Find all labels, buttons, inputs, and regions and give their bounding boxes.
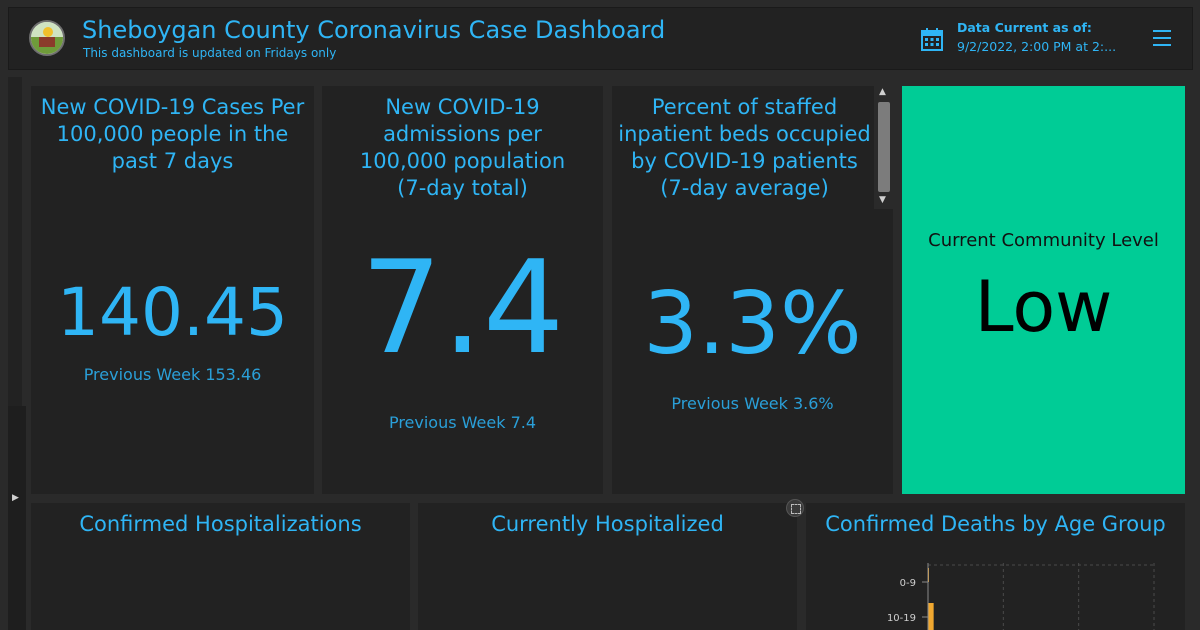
panel-title: Currently Hospitalized [491,512,724,536]
community-level-label: Current Community Level [928,230,1159,251]
data-current-label: Data Current as of: [957,20,1092,35]
deaths-by-age-chart: 0-9 10-19 [887,563,1155,630]
chart-category-label: 10-19 [887,613,916,624]
hamburger-menu-icon[interactable] [1153,30,1171,46]
cases-per-100k-card: New COVID-19 Cases Per 100,000 people in… [31,86,314,494]
chart-bar[interactable] [928,603,934,630]
inpatient-beds-card: Percent of staffed inpatient beds occupi… [612,86,893,494]
card-title: Percent of staffed inpatient beds occupi… [618,95,871,200]
card-previous-week: Previous Week 7.4 [388,413,537,432]
card-value: 7.4 [360,234,565,383]
card-previous-week: Previous Week 153.46 [83,365,262,384]
panel-title: Confirmed Deaths by Age Group [825,512,1166,536]
panel-title: Confirmed Hospitalizations [79,512,362,536]
currently-hospitalized-panel: Currently Hospitalized [418,503,797,630]
card-title: New COVID-19 admissions per 100,000 popu… [359,95,566,200]
scroll-up-arrow-icon[interactable]: ▲ [879,87,886,97]
community-level-value: Low [974,266,1113,348]
county-logo [29,20,65,56]
data-current-value: 9/2/2022, 2:00 PM at 2:... [957,39,1117,54]
fullscreen-icon[interactable] [786,499,804,517]
dashboard-title: Sheboygan County Coronavirus Case Dashbo… [82,16,666,44]
chart-category-label: 0-9 [900,578,916,589]
card-value: 140.45 [57,274,288,351]
dashboard-subtitle: This dashboard is updated on Fridays onl… [83,46,337,60]
deaths-by-age-panel: Confirmed Deaths by Age Group [806,503,1185,630]
card-title: New COVID-19 Cases Per 100,000 people in… [40,95,305,173]
confirmed-hospitalizations-panel: Confirmed Hospitalizations [31,503,410,630]
community-level-card: Current Community Level Low [902,86,1185,494]
scroll-down-arrow-icon[interactable]: ▼ [879,195,886,205]
calendar-icon [921,28,943,51]
expand-arrow-icon[interactable]: ▶ [12,493,19,503]
admissions-per-100k-card: New COVID-19 admissions per 100,000 popu… [322,86,603,494]
side-panel-expand-tab[interactable] [8,406,26,630]
scrollbar-thumb[interactable] [878,102,890,192]
card-value: 3.3% [643,274,862,374]
card-previous-week: Previous Week 3.6% [671,394,834,413]
dashboard-header: Sheboygan County Coronavirus Case Dashbo… [8,7,1193,70]
